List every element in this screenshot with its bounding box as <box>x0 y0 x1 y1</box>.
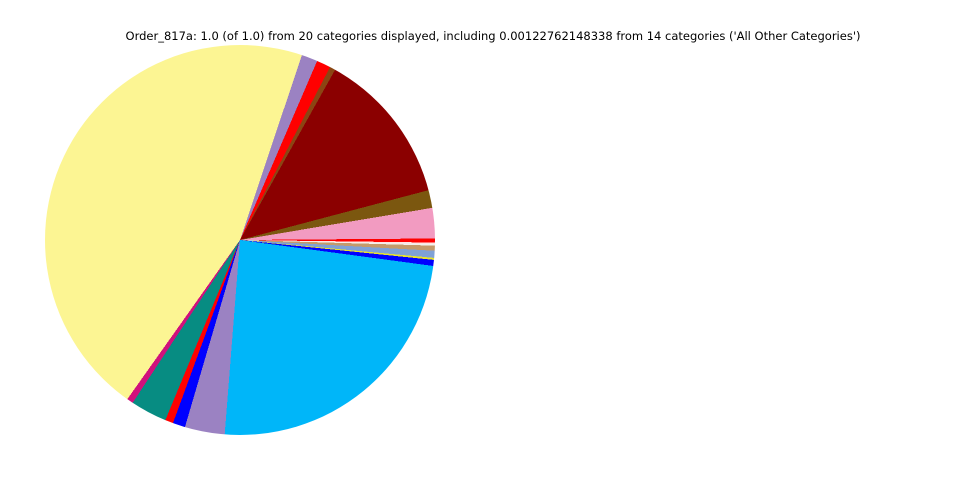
pie-chart <box>45 45 435 435</box>
chart-title: Order_817a: 1.0 (of 1.0) from 20 categor… <box>125 29 861 43</box>
